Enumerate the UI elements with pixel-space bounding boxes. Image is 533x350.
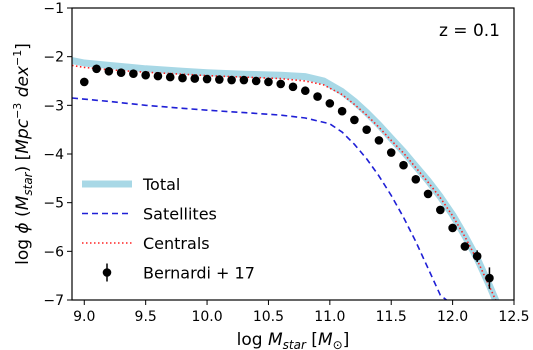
bernardi-point-5 bbox=[141, 70, 150, 80]
bernardi-point-8 bbox=[178, 73, 187, 83]
x-tick-label: 10.5 bbox=[253, 309, 284, 325]
series-layer bbox=[72, 57, 500, 300]
series-line-satellites bbox=[72, 97, 447, 300]
y-tick-label: −5 bbox=[43, 196, 64, 212]
ticks-layer: 9.0 9.5 10.0 10.5 11.0 11.5 12.0 12.5 −7 −6 −5 −4 −3… bbox=[43, 1, 529, 325]
bernardi-point-23 bbox=[362, 125, 371, 134]
series-line-total bbox=[72, 57, 500, 300]
plot-frame bbox=[71, 7, 515, 301]
x-tick-label: 12.5 bbox=[498, 309, 529, 325]
y-axis-label: log ϕ (Mstar) [Mpc−3 dex−1] bbox=[11, 43, 35, 265]
x-tick-label: 9.0 bbox=[73, 309, 95, 325]
bernardi-point-17 bbox=[288, 82, 298, 92]
series-line-centrals bbox=[72, 64, 497, 300]
x-tick-label: 9.5 bbox=[135, 309, 157, 325]
redshift-annotation: z = 0.1 bbox=[439, 21, 500, 41]
bernardi-point-31 bbox=[460, 242, 470, 251]
legend-label: Satellites bbox=[143, 205, 217, 224]
bernardi-point-18 bbox=[300, 86, 310, 96]
bernardi-point-14 bbox=[251, 76, 261, 86]
legend-label: Centrals bbox=[143, 234, 210, 253]
bernardi-point-24 bbox=[374, 136, 384, 145]
bernardi-point-22 bbox=[350, 115, 359, 125]
bernardi-point-3 bbox=[116, 68, 126, 78]
y-tick-label: −3 bbox=[43, 98, 64, 114]
x-axis-label: log Mstar [M⊙] bbox=[237, 330, 350, 350]
bernardi-point-30 bbox=[448, 223, 457, 233]
x-tick-label: 10.0 bbox=[191, 309, 222, 325]
bernardi-point-9 bbox=[190, 74, 200, 83]
bernardi-point-25 bbox=[386, 148, 396, 157]
y-tick-label: −2 bbox=[43, 50, 64, 66]
bernardi-point-16 bbox=[276, 79, 286, 89]
bernardi-point-2 bbox=[104, 66, 114, 76]
bernardi-point-33 bbox=[485, 273, 494, 283]
x-tick-label: 12.0 bbox=[437, 309, 468, 325]
bernardi-point-12 bbox=[227, 75, 236, 85]
bernardi-point-20 bbox=[325, 99, 335, 108]
bernardi-point-1 bbox=[92, 64, 101, 74]
legend: Total Satellites Centrals Bernardi + 17 bbox=[82, 175, 255, 283]
bernardi-point-29 bbox=[436, 205, 445, 215]
bernardi-point-10 bbox=[202, 74, 212, 84]
legend-label: Bernardi + 17 bbox=[143, 264, 255, 283]
bernardi-point-21 bbox=[337, 106, 347, 116]
bernardi-point-15 bbox=[264, 77, 273, 87]
x-tick-label: 11.0 bbox=[314, 309, 345, 325]
bernardi-point-19 bbox=[313, 92, 322, 101]
bernardi-point-32 bbox=[472, 251, 482, 261]
y-tick-label: −7 bbox=[43, 293, 64, 309]
bernardi-point-27 bbox=[411, 175, 421, 184]
bernardi-point-6 bbox=[153, 71, 163, 81]
bernardi-point-13 bbox=[239, 75, 249, 85]
y-tick-label: −6 bbox=[43, 244, 64, 260]
bernardi-point-11 bbox=[215, 75, 224, 84]
legend-point-icon bbox=[102, 268, 112, 277]
bernardi-point-4 bbox=[129, 69, 138, 78]
bernardi-point-28 bbox=[423, 189, 433, 199]
y-tick-label: −4 bbox=[43, 147, 64, 163]
bernardi-point-0 bbox=[79, 77, 89, 87]
bernardi-point-7 bbox=[165, 72, 175, 82]
legend-label: Total bbox=[142, 175, 180, 194]
bernardi-point-26 bbox=[399, 160, 408, 170]
y-tick-label: −1 bbox=[43, 1, 64, 17]
x-tick-label: 11.5 bbox=[376, 309, 407, 325]
